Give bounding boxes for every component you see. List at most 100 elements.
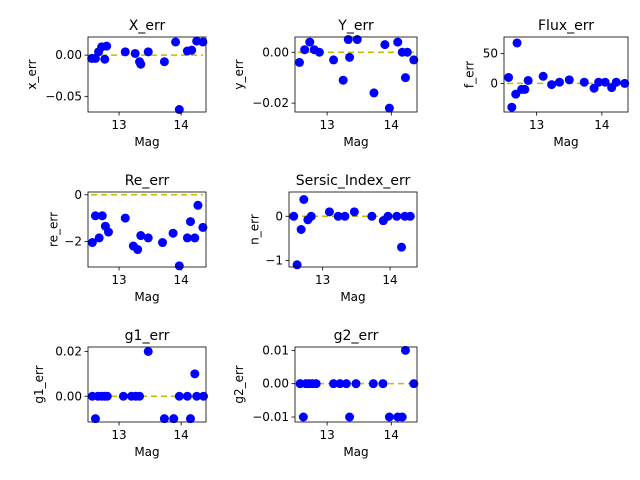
data-point	[294, 57, 304, 67]
data-point	[292, 260, 302, 270]
data-point	[299, 195, 309, 204]
data-point	[314, 47, 324, 57]
y-tick-label: 0.00	[262, 45, 289, 59]
data-point	[352, 35, 362, 45]
y-tick-label: −0.02	[252, 96, 289, 110]
data-point	[397, 242, 407, 252]
data-point	[120, 213, 130, 223]
subplot-g2-err: g2_err 13 14 0.01 0.00 −0.01 Mag g2_err	[232, 328, 419, 459]
data-point	[507, 102, 517, 112]
data-point	[300, 45, 310, 55]
x-tick-label: 13	[319, 428, 334, 442]
data-point	[136, 59, 146, 69]
subplot-g1-err: g1_err 13 14 0.02 0.00 Mag g1_err	[32, 328, 209, 459]
data-point	[174, 261, 184, 271]
y-axis-label: n_err	[248, 214, 262, 245]
data-point	[159, 414, 169, 424]
axes-frame	[87, 191, 207, 268]
axes-frame	[294, 36, 418, 113]
x-axis-label: Mag	[134, 445, 159, 459]
data-point	[378, 379, 388, 389]
x-tick-label: 13	[111, 428, 126, 442]
data-point	[333, 211, 343, 221]
data-point	[118, 391, 128, 401]
data-point	[120, 47, 130, 57]
data-point	[169, 414, 179, 424]
x-tick-label: 13	[111, 118, 126, 132]
y-tick-label: −0.05	[45, 89, 82, 103]
axes-frame	[294, 346, 418, 423]
data-point	[345, 52, 355, 62]
data-point	[335, 379, 345, 389]
x-tick-label: 13	[315, 273, 330, 287]
data-point	[564, 75, 574, 85]
y-axis-label: g1_err	[32, 365, 46, 403]
x-axis-label: Mag	[134, 290, 159, 304]
data-point	[103, 227, 113, 237]
subplot-flux-err: Flux_err 13 14 50 0 Mag f_err	[463, 18, 630, 149]
data-point	[392, 211, 402, 221]
y-tick-label: 0.00	[262, 377, 289, 391]
data-point	[182, 233, 192, 243]
y-tick-label: 0.00	[55, 48, 82, 62]
chart-title: g2_err	[334, 328, 379, 344]
data-point	[579, 77, 589, 87]
subplot-y-err: Y_err 13 14 0.00 −0.02 Mag y_err	[232, 18, 419, 149]
data-point	[168, 228, 178, 238]
data-point	[345, 412, 355, 422]
data-point	[520, 84, 530, 94]
chart-title: X_err	[129, 18, 166, 34]
x-axis-label: Mag	[134, 135, 159, 149]
y-axis-label: x_err	[25, 59, 39, 89]
data-point	[329, 379, 339, 389]
data-point	[100, 54, 110, 64]
data-point	[174, 391, 184, 401]
data-point	[190, 233, 200, 243]
subplot-sersic-index-err: Sersic_Index_err 13 14 0 −1 Mag n_err	[248, 173, 418, 304]
data-point	[620, 78, 630, 88]
data-point	[369, 88, 379, 98]
y-axis-label: f_err	[463, 61, 477, 88]
data-point	[512, 38, 522, 48]
x-axis-label: Mag	[343, 445, 368, 459]
data-point	[504, 72, 514, 82]
data-point	[400, 345, 410, 355]
data-point	[296, 225, 306, 234]
data-point	[311, 379, 321, 389]
data-point	[600, 77, 610, 87]
axes-frame	[87, 36, 207, 113]
subplot-x-err: X_err 13 14 0.00 −0.05 Mag x_err	[25, 18, 208, 149]
data-point	[159, 57, 169, 67]
data-point	[185, 217, 195, 227]
data-point	[393, 37, 403, 47]
y-tick-label: 0.02	[55, 344, 82, 358]
data-point	[343, 35, 353, 45]
data-point	[192, 391, 202, 401]
data-point	[130, 48, 140, 58]
data-point	[102, 41, 112, 51]
data-point	[367, 211, 377, 221]
y-tick-label: 0	[74, 188, 82, 202]
data-point	[594, 77, 604, 87]
data-point	[185, 414, 195, 424]
data-point	[135, 391, 145, 401]
data-point	[187, 45, 197, 55]
data-point	[94, 233, 104, 243]
axes-frame	[503, 36, 629, 113]
data-point	[538, 71, 548, 81]
x-tick-label: 14	[174, 428, 189, 442]
y-tick-label: 0	[490, 76, 498, 90]
x-tick-label: 13	[319, 118, 334, 132]
x-tick-label: 14	[174, 273, 189, 287]
x-axis-label: Mag	[340, 290, 365, 304]
chart-title: Sersic_Index_err	[296, 173, 411, 189]
data-point	[547, 80, 557, 90]
data-point	[384, 103, 394, 113]
subplot-re-err: Re_err 13 14 0 −2 Mag re_err	[47, 173, 208, 304]
y-axis-label: re_err	[47, 212, 61, 247]
data-point	[523, 75, 533, 85]
data-point	[90, 211, 100, 221]
y-tick-label: 0.00	[55, 389, 82, 403]
data-point	[193, 200, 203, 210]
